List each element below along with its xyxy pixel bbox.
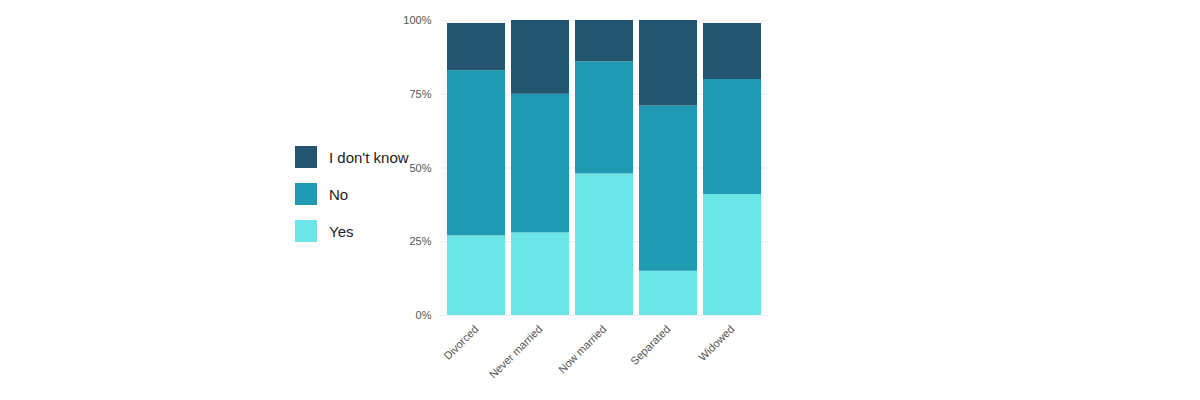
html-text:No: No <box>329 185 349 203</box>
svg-text:Never married: Never married <box>487 323 545 381</box>
svg-text:Divorced: Divorced <box>441 323 480 362</box>
svg-text:Now married: Now married <box>556 323 609 376</box>
html-text:Yes: Yes <box>329 222 354 240</box>
svg-text:0%: 0% <box>416 309 432 321</box>
svg-text:Separated: Separated <box>628 323 672 367</box>
html-text:I don't know: I don't know <box>329 148 409 166</box>
svg-text:75%: 75% <box>409 88 431 100</box>
svg-text:25%: 25% <box>409 235 431 247</box>
svg-text:50%: 50% <box>409 162 431 174</box>
svg-text:100%: 100% <box>403 14 431 26</box>
svg-text:Widowed: Widowed <box>696 323 736 363</box>
